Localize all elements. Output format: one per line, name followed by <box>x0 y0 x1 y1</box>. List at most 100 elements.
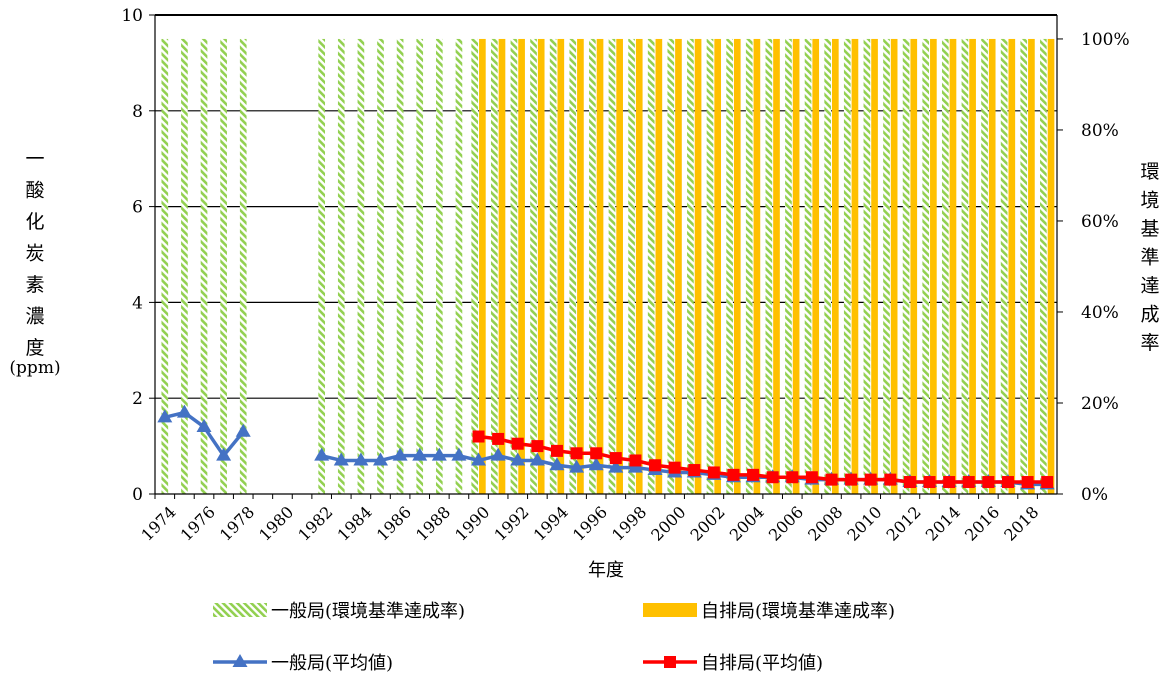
bar-general-1988 <box>435 38 443 494</box>
point-roadside-1990 <box>472 430 485 443</box>
bar-roadside-2015 <box>969 38 976 494</box>
bar-general-1994 <box>549 38 557 494</box>
point-roadside-2005 <box>766 471 779 484</box>
y-left-title-char: 濃 <box>25 306 44 328</box>
legend-item-2: 自排局(環境基準達成率) <box>643 601 895 622</box>
point-roadside-2007 <box>805 471 818 484</box>
bar-general-1977 <box>220 38 227 494</box>
point-roadside-2006 <box>786 471 799 484</box>
x-tick-label: 1992 <box>490 502 532 544</box>
legend-label: 自排局(平均値) <box>701 653 823 674</box>
x-tick-label: 1988 <box>412 502 454 544</box>
bar-general-2006 <box>785 38 792 494</box>
bar-general-1978 <box>239 38 247 494</box>
point-general-1987 <box>412 447 428 461</box>
bar-general-2018 <box>1020 38 1028 494</box>
y-right-title-char: 準 <box>1140 247 1159 269</box>
bar-roadside-2010 <box>871 38 878 494</box>
bar-general-1986 <box>396 38 404 494</box>
y-left-unit: (ppm) <box>9 358 60 378</box>
y-left-tick-label: 6 <box>132 198 143 218</box>
legend-item-3: 一般局(平均値) <box>213 653 393 674</box>
point-roadside-1994 <box>550 444 563 457</box>
bar-general-1993 <box>530 38 537 494</box>
point-roadside-2018 <box>1021 476 1034 489</box>
point-general-1990 <box>471 452 487 466</box>
bar-general-1995 <box>569 38 577 494</box>
bar-general-2003 <box>726 38 733 494</box>
bar-general-2012 <box>902 38 910 494</box>
bar-general-1987 <box>416 38 424 494</box>
bar-general-2010 <box>863 38 871 494</box>
x-tick-label: 2006 <box>765 502 807 544</box>
x-tick-label: 2004 <box>726 502 768 544</box>
point-roadside-2014 <box>943 476 956 489</box>
x-axis-title: 年度 <box>588 560 624 581</box>
y-left-title-char: 素 <box>25 274 44 296</box>
bar-general-2000 <box>667 38 675 494</box>
bar-roadside-2006 <box>792 38 800 494</box>
point-roadside-2019 <box>1041 476 1054 489</box>
bar-general-1976 <box>200 38 208 494</box>
bar-general-2011 <box>883 38 890 494</box>
legend-item-4: 自排局(平均値) <box>643 653 823 674</box>
legend-label: 一般局(環境基準達成率) <box>271 601 465 622</box>
point-general-1995 <box>569 459 585 473</box>
bar-roadside-2009 <box>851 38 859 494</box>
legend-item-1: 一般局(環境基準達成率) <box>213 601 465 622</box>
point-roadside-2015 <box>962 476 975 489</box>
bar-roadside-2016 <box>988 38 996 494</box>
bar-roadside-2014 <box>949 38 957 494</box>
bar-roadside-2019 <box>1047 38 1055 494</box>
x-tick-label: 2000 <box>647 502 689 544</box>
legend: 一般局(環境基準達成率) 自排局(環境基準達成率) 一般局(平均値) 自排局(平均値) <box>213 601 895 674</box>
bar-general-1990 <box>471 38 479 494</box>
bar-roadside-2002 <box>714 38 722 494</box>
bar-general-2007 <box>804 38 812 494</box>
bar-general-2004 <box>745 38 753 494</box>
y-left-title-char: 一 <box>25 148 44 170</box>
bar-general-1975 <box>181 38 188 494</box>
y-left-title-char: 酸 <box>25 180 44 202</box>
bar-roadside-2003 <box>733 38 741 494</box>
x-tick-label: 1986 <box>373 502 415 544</box>
point-general-1997 <box>608 459 624 473</box>
y-right-title-char: 基 <box>1140 218 1159 240</box>
plot-frame <box>154 14 1058 495</box>
point-general-1976 <box>196 418 212 432</box>
bar-roadside-2018 <box>1028 38 1035 494</box>
point-general-1986 <box>392 447 408 461</box>
point-roadside-2002 <box>707 466 720 479</box>
bar-roadside-2017 <box>1008 38 1016 494</box>
x-tick-label: 2014 <box>922 502 964 544</box>
point-roadside-1993 <box>531 440 544 453</box>
bar-roadside-1990 <box>479 38 486 494</box>
y-right-tick-label: 60% <box>1081 212 1119 232</box>
y-right-tick-label: 100% <box>1081 30 1130 50</box>
x-tick-label: 1990 <box>451 502 493 544</box>
bar-roadside-2012 <box>910 38 918 494</box>
y-right-tick-label: 0% <box>1081 485 1108 505</box>
bar-general-1989 <box>455 38 463 494</box>
point-roadside-2003 <box>727 468 740 481</box>
bar-general-1992 <box>510 38 518 494</box>
bar-roadside-2013 <box>930 38 937 494</box>
x-tick-label: 1974 <box>137 502 179 544</box>
bar-roadside-1996 <box>596 38 604 494</box>
point-roadside-1998 <box>629 454 642 467</box>
bar-general-2019 <box>1040 38 1047 494</box>
y-right-title-char: 境 <box>1140 190 1159 212</box>
bar-roadside-2005 <box>773 38 780 494</box>
bar-general-1998 <box>628 38 635 494</box>
point-general-1982 <box>314 447 330 461</box>
point-general-1984 <box>353 452 369 466</box>
axes-group: 02468100%20%40%60%80%100%197419761978198… <box>121 6 1129 545</box>
point-general-1975 <box>176 404 192 418</box>
x-tick-label: 2008 <box>804 502 846 544</box>
x-tick-label: 1996 <box>569 502 611 544</box>
x-tick-label: 2012 <box>883 502 925 544</box>
bar-general-2002 <box>706 38 714 494</box>
point-general-1988 <box>431 447 447 461</box>
